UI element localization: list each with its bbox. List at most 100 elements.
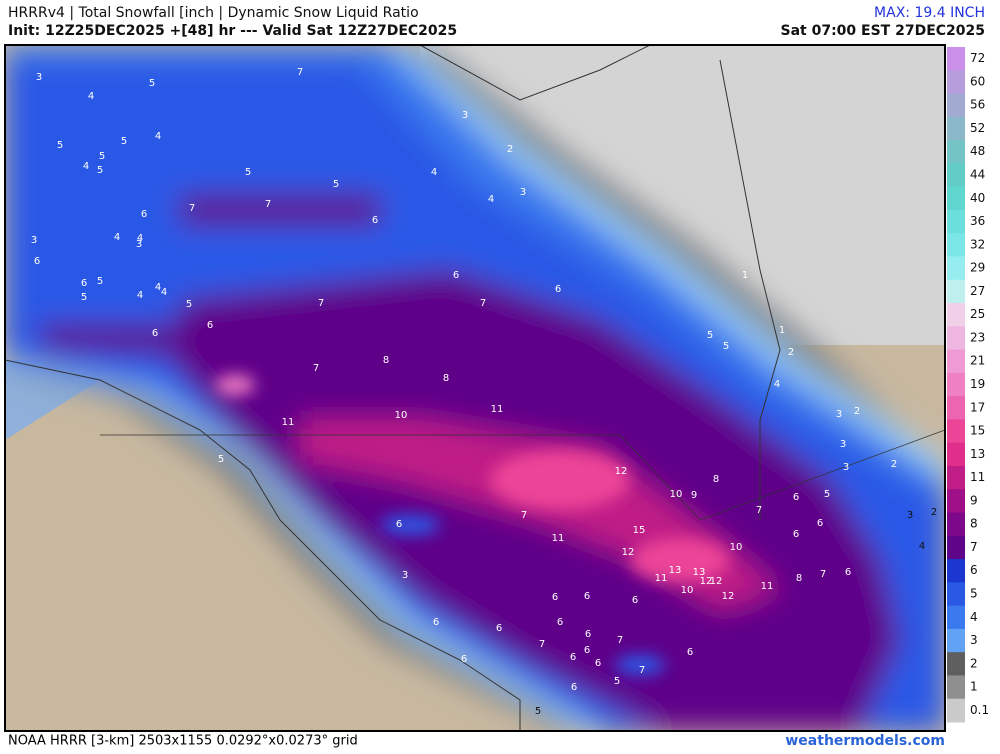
map-label: 10 (670, 489, 683, 500)
map-label: 6 (496, 623, 502, 634)
map-label: 6 (207, 320, 213, 331)
map-label: 6 (34, 256, 40, 267)
map-label: 7 (820, 569, 826, 580)
colorbar-label: 6 (970, 563, 978, 577)
colorbar-label: 40 (970, 191, 985, 205)
map-label: 3 (843, 462, 849, 473)
map-label: 2 (0, 0, 3, 6)
colorbar-swatch (947, 140, 965, 164)
map-label: 6 (396, 519, 402, 530)
colorbar-swatch (947, 326, 965, 351)
colorbar-swatch (947, 675, 965, 700)
map-label: 10 (681, 585, 694, 596)
colorbar-label: 60 (970, 74, 985, 88)
init-line: Init: 12Z25DEC2025 +[48] hr --- Valid Sa… (8, 23, 457, 39)
map-label: 6 (793, 529, 799, 540)
map-label: 4 (88, 91, 94, 102)
map-label: 6 (817, 518, 823, 529)
map-label: 6 (552, 592, 558, 603)
map-label: 6 (152, 328, 158, 339)
colorbar-swatch (947, 116, 965, 141)
colorbar-swatch (947, 652, 965, 676)
map-label: 6 (585, 629, 591, 640)
map-label: 5 (245, 167, 251, 178)
map-label: 7 (313, 363, 319, 374)
colorbar-swatch (947, 605, 965, 630)
map-label: 3 (402, 570, 408, 581)
colorbar-label: 32 (970, 237, 985, 251)
colorbar-label: 5 (970, 586, 978, 600)
map-label: 4 (431, 167, 437, 178)
map-label: 8 (713, 474, 719, 485)
map-label: 7 (756, 505, 762, 516)
map-frame (4, 44, 946, 732)
colorbar-swatch (947, 372, 965, 397)
colorbar-swatch (947, 442, 965, 467)
map-label: 7 (521, 510, 527, 521)
colorbar-label: 8 (970, 517, 978, 531)
colorbar-swatch (947, 535, 965, 560)
map-label: 11 (655, 573, 668, 584)
map-label: 2 (788, 347, 794, 358)
map-label: 7 (318, 298, 324, 309)
map-label: 10 (730, 542, 743, 553)
map-label: 4 (155, 282, 161, 293)
map-label: 11 (552, 533, 565, 544)
map-label: 12 (722, 591, 735, 602)
map-label: 8 (796, 573, 802, 584)
colorbar-swatch (947, 419, 965, 444)
colorbar-label: 21 (970, 354, 985, 368)
map-label: 3 (136, 239, 142, 250)
colorbar-swatch (947, 512, 965, 537)
colorbar-swatch (947, 47, 965, 71)
map-label: 3 (836, 409, 842, 420)
map-label: 8 (443, 373, 449, 384)
map-label: 5 (97, 165, 103, 176)
map-label: 12 (622, 547, 635, 558)
map-label: 5 (149, 78, 155, 89)
colorbar-label: 17 (970, 400, 985, 414)
colorbar-swatch (947, 256, 965, 281)
colorbar-swatch (947, 349, 965, 374)
colorbar-swatch (947, 628, 965, 653)
colorbar-label: 29 (970, 261, 985, 275)
colorbar-swatch (947, 396, 965, 420)
colorbar-label: 52 (970, 121, 985, 135)
map-label: 5 (99, 151, 105, 162)
map-label: 4 (137, 290, 143, 301)
map-label: 2 (931, 507, 937, 518)
map-label: 6 (461, 654, 467, 665)
map-label: 3 (520, 187, 526, 198)
colorbar-label: 11 (970, 470, 985, 484)
map-label: 7 (539, 639, 545, 650)
valid-time: Sat 07:00 EST 27DEC2025 (780, 23, 985, 39)
map-label: 2 (891, 459, 897, 470)
map-label: 12 (615, 466, 628, 477)
map-label: 3 (840, 439, 846, 450)
colorbar-swatch (947, 233, 965, 257)
map-label: 7 (480, 298, 486, 309)
colorbar-label: 25 (970, 307, 985, 321)
colorbar-label: 36 (970, 214, 985, 228)
grid-info: NOAA HRRR [3-km] 2503x1155 0.0292°x0.027… (8, 734, 358, 749)
colorbar-label: 1 (970, 680, 978, 694)
map-label: 12 (700, 576, 713, 587)
map-label: 6 (372, 215, 378, 226)
map-label: 6 (81, 278, 87, 289)
map-label: 6 (632, 595, 638, 606)
map-label: 5 (218, 454, 224, 465)
map-label: 5 (186, 299, 192, 310)
map-label: 6 (687, 647, 693, 658)
colorbar-swatch (947, 303, 965, 327)
map-label: 7 (265, 199, 271, 210)
map-label: 7 (617, 635, 623, 646)
map-label: 11 (761, 581, 774, 592)
map-label: 6 (584, 645, 590, 656)
colorbar-label: 23 (970, 330, 985, 344)
map-label: 13 (669, 565, 682, 576)
map-label: 6 (141, 209, 147, 220)
colorbar-label: 15 (970, 424, 985, 438)
map-label: 6 (570, 652, 576, 663)
colorbar-swatch (947, 465, 965, 490)
